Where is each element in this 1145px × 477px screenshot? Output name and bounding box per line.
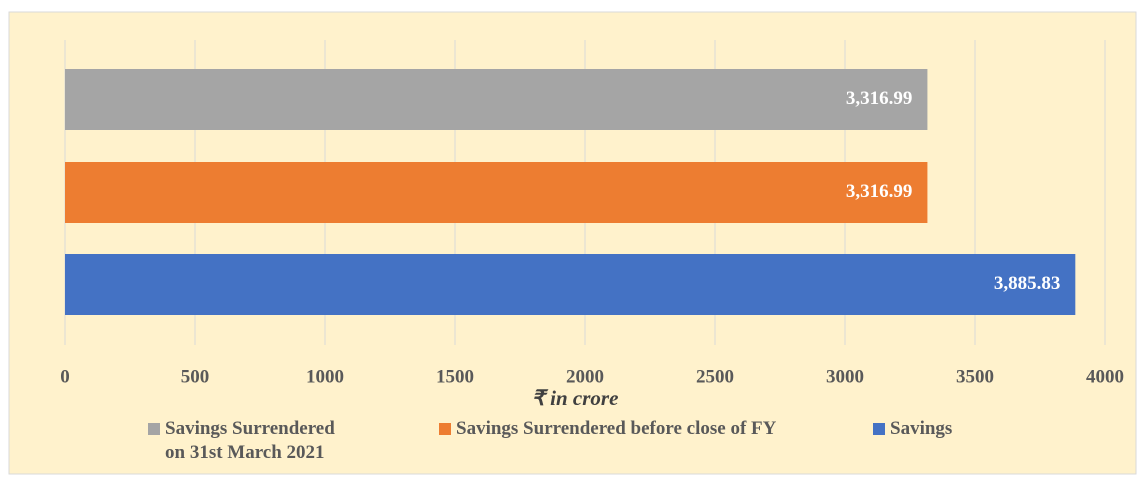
x-tick-label: 0: [60, 366, 70, 387]
x-tick-label: 1500: [436, 366, 474, 387]
legend-label: Savings Surrendered before close of FY: [456, 418, 777, 439]
x-tick-label: 500: [181, 366, 210, 387]
data-label: 3,316.99: [846, 181, 913, 202]
x-tick-label: 3000: [826, 366, 864, 387]
legend-item: Savings Surrendered on 31st March 2021: [148, 417, 353, 465]
x-axis-label: ₹ in crore: [532, 386, 619, 410]
x-tick-label: 3500: [956, 366, 994, 387]
legend-label: Savings: [890, 418, 953, 439]
legend-swatch: [439, 423, 451, 435]
legend-item: Savings Surrendered before close of FY: [439, 417, 859, 441]
x-tick-label: 2500: [696, 366, 734, 387]
x-tick-label: 4000: [1086, 366, 1124, 387]
legend-swatch: [148, 423, 160, 435]
bar: [65, 69, 928, 130]
x-tick-label: 2000: [566, 366, 604, 387]
legend-label: Savings Surrendered on 31st March 2021: [165, 418, 335, 463]
data-label: 3,885.83: [994, 273, 1061, 294]
bar: [65, 254, 1076, 315]
legend-swatch: [873, 423, 885, 435]
legend-item: Savings: [873, 417, 1073, 441]
x-tick-label: 1000: [306, 366, 344, 387]
bar: [65, 162, 928, 223]
data-label: 3,316.99: [846, 88, 913, 109]
